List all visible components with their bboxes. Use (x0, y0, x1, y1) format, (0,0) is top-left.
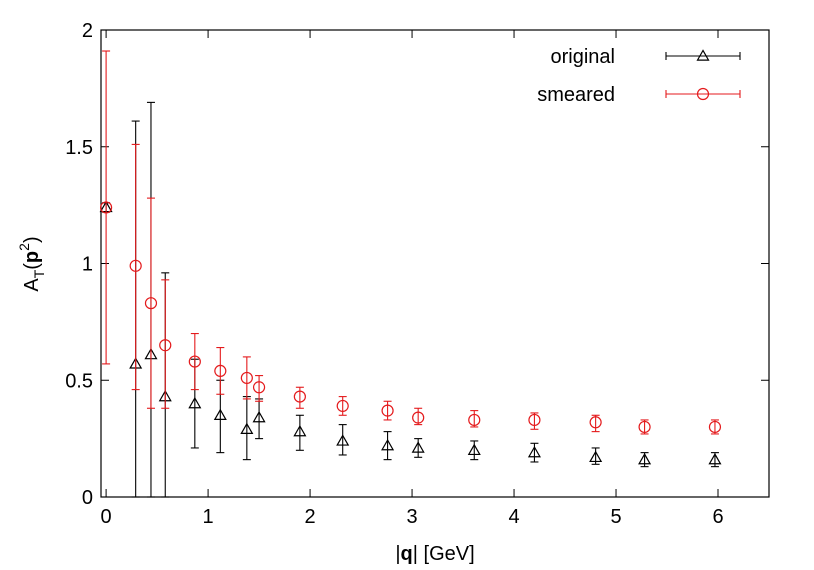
data-point (293, 390, 306, 403)
y-tick-label: 1 (82, 254, 93, 276)
data-point (589, 450, 603, 463)
data-point (129, 259, 142, 272)
data-point (99, 201, 113, 214)
data-point (467, 443, 481, 456)
x-axis-label: |q| [GeV] (395, 543, 474, 565)
legend-marker-original (696, 49, 710, 61)
series-original (99, 101, 722, 498)
y-axis-label: AT(p2) (16, 236, 47, 291)
data-point (638, 420, 651, 434)
data-point (381, 438, 395, 451)
data-point (293, 424, 307, 437)
y-tick-label: 0.5 (65, 370, 93, 392)
plot-frame (100, 29, 770, 498)
data-point (381, 404, 394, 417)
data-point (252, 410, 266, 423)
x-tick-label: 1 (203, 506, 214, 528)
data-point (411, 441, 425, 453)
y-tick-label: 1.5 (65, 137, 93, 159)
series-layer (99, 50, 722, 498)
y-tick-label: 0 (82, 487, 93, 509)
data-point (188, 355, 201, 368)
x-tick-label: 2 (305, 506, 316, 528)
data-point (336, 399, 349, 413)
data-point (638, 452, 652, 465)
legend-marker-smeared (696, 87, 710, 101)
legend-label-smeared: smeared (537, 84, 615, 106)
x-tick-label: 5 (610, 506, 621, 528)
data-point (213, 408, 227, 420)
data-point (468, 413, 481, 427)
legend: original smeared (537, 46, 741, 106)
legend-label-original: original (551, 46, 615, 68)
data-point (589, 416, 602, 429)
y-tick-label: 2 (82, 20, 93, 42)
data-point (527, 445, 541, 458)
x-tick-label: 0 (101, 506, 112, 528)
data-point (240, 371, 253, 385)
data-point (528, 413, 541, 427)
data-point (336, 434, 350, 446)
data-point (412, 411, 425, 424)
x-tick-label: 4 (508, 506, 519, 528)
series-smeared (99, 50, 722, 435)
data-point (159, 339, 172, 352)
x-tick-label: 3 (406, 506, 417, 528)
data-point (240, 422, 254, 435)
axes: 0 1 2 3 4 5 6 0 0.5 1 1.5 2 (65, 20, 769, 528)
data-point (214, 364, 227, 378)
data-point (708, 452, 722, 465)
data-point (188, 396, 202, 409)
data-point (144, 297, 158, 310)
data-point (708, 420, 722, 434)
x-tick-label: 6 (712, 506, 723, 528)
data-point (252, 381, 266, 394)
